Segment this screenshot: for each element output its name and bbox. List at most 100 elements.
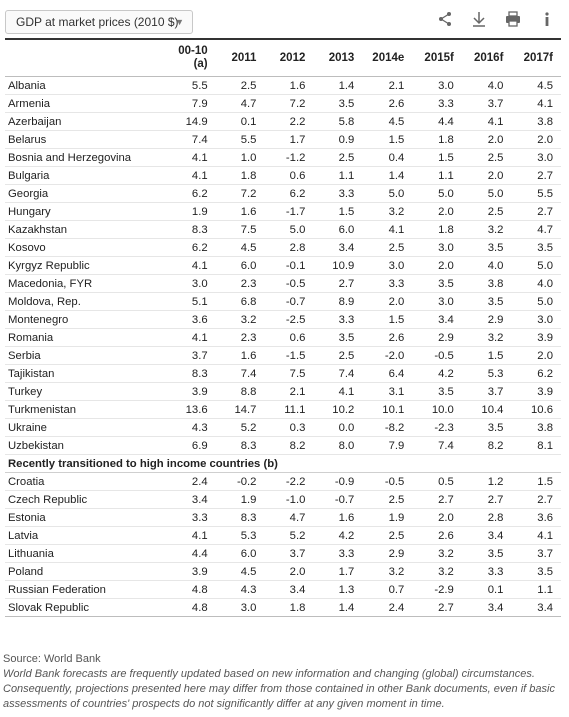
- value-cell: 3.2: [215, 310, 265, 329]
- value-cell: 4.7: [264, 508, 314, 527]
- value-cell: 3.5: [461, 418, 512, 437]
- table-row: Moldova, Rep. 5.1 6.8 -0.7 8.9 2.0 3.0 3.5 5.0: [5, 292, 561, 311]
- value-cell: 4.1: [511, 94, 561, 113]
- value-cell: 6.8: [215, 292, 265, 311]
- value-cell: 4.8: [167, 598, 216, 617]
- value-cell: -0.5: [412, 346, 462, 365]
- indicator-dropdown[interactable]: GDP at market prices (2010 $) ▼: [5, 10, 193, 34]
- column-header-country: [5, 38, 168, 77]
- value-cell: 7.9: [167, 94, 216, 113]
- country-cell: Moldova, Rep.: [5, 292, 168, 311]
- value-cell: 3.0: [511, 148, 561, 167]
- print-icon[interactable]: [505, 10, 521, 28]
- value-cell: 10.6: [511, 400, 561, 419]
- country-cell: Kazakhstan: [5, 220, 168, 239]
- value-cell: 0.6: [264, 166, 314, 185]
- value-cell: 1.5: [362, 310, 413, 329]
- column-header-00-10: 00-10 (a): [167, 38, 216, 77]
- value-cell: 5.0: [362, 184, 413, 203]
- download-icon[interactable]: [471, 10, 487, 28]
- value-cell: -0.1: [264, 256, 314, 275]
- value-cell: 11.1: [264, 400, 314, 419]
- country-cell: Russian Federation: [5, 580, 168, 599]
- value-cell: 4.2: [412, 364, 462, 383]
- value-cell: 3.2: [461, 328, 512, 347]
- value-cell: 4.0: [461, 256, 512, 275]
- share-icon[interactable]: [437, 10, 453, 28]
- value-cell: 2.0: [511, 346, 561, 365]
- value-cell: 2.9: [461, 310, 512, 329]
- value-cell: 6.0: [215, 544, 265, 563]
- value-cell: 4.5: [215, 238, 265, 257]
- value-cell: 3.0: [215, 598, 265, 617]
- value-cell: 0.5: [412, 472, 462, 491]
- value-cell: 4.2: [313, 526, 363, 545]
- value-cell: 2.9: [412, 328, 462, 347]
- table-row: Belarus 7.4 5.5 1.7 0.9 1.5 1.8 2.0 2.0: [5, 130, 561, 149]
- value-cell: 2.1: [362, 76, 413, 95]
- value-cell: 3.4: [461, 526, 512, 545]
- country-cell: Croatia: [5, 472, 168, 491]
- value-cell: 7.4: [313, 364, 363, 383]
- value-cell: 5.5: [167, 76, 216, 95]
- section-header-row: Recently transitioned to high income cou…: [5, 454, 561, 473]
- value-cell: 10.4: [461, 400, 512, 419]
- table-row: Albania 5.5 2.5 1.6 1.4 2.1 3.0 4.0 4.5: [5, 76, 561, 95]
- value-cell: 5.5: [511, 184, 561, 203]
- value-cell: 5.0: [264, 220, 314, 239]
- value-cell: 2.8: [461, 508, 512, 527]
- value-cell: 1.9: [215, 490, 265, 509]
- value-cell: 10.2: [313, 400, 363, 419]
- value-cell: 3.7: [511, 544, 561, 563]
- value-cell: 3.8: [511, 418, 561, 437]
- value-cell: 1.7: [264, 130, 314, 149]
- country-cell: Bulgaria: [5, 166, 168, 185]
- value-cell: 1.5: [461, 346, 512, 365]
- value-cell: 3.2: [412, 562, 462, 581]
- value-cell: 4.7: [215, 94, 265, 113]
- table-row: Russian Federation 4.8 4.3 3.4 1.3 0.7 -2.9 0.1…: [5, 580, 561, 599]
- gdp-growth-table: 00-10 (a) 2011 2012 2013 2014e 2015f 2016…: [5, 38, 561, 617]
- footer: Source: World Bank World Bank forecasts …: [3, 652, 565, 712]
- country-cell: Kyrgyz Republic: [5, 256, 168, 275]
- table-row: Turkmenistan 13.6 14.7 11.1 10.2 10.1 10.0 10.4…: [5, 400, 561, 419]
- table-row: Tajikistan 8.3 7.4 7.5 7.4 6.4 4.2 5.3 6.2: [5, 364, 561, 383]
- value-cell: 3.4: [511, 598, 561, 617]
- country-cell: Lithuania: [5, 544, 168, 563]
- value-cell: 1.9: [362, 508, 413, 527]
- value-cell: 1.1: [412, 166, 462, 185]
- value-cell: 7.2: [264, 94, 314, 113]
- value-cell: 4.1: [511, 526, 561, 545]
- table-row: Croatia 2.4 -0.2 -2.2 -0.9 -0.5 0.5 1.2 1.5: [5, 472, 561, 491]
- value-cell: 2.7: [511, 202, 561, 221]
- country-cell: Tajikistan: [5, 364, 168, 383]
- value-cell: 7.5: [215, 220, 265, 239]
- value-cell: 6.2: [167, 238, 216, 257]
- value-cell: 1.8: [264, 598, 314, 617]
- value-cell: 2.7: [412, 598, 462, 617]
- column-header-2017f: 2017f: [511, 38, 561, 77]
- value-cell: 2.5: [215, 76, 265, 95]
- value-cell: 2.0: [461, 130, 512, 149]
- value-cell: 7.5: [264, 364, 314, 383]
- value-cell: 4.1: [167, 526, 216, 545]
- info-icon[interactable]: [539, 10, 555, 28]
- value-cell: 4.3: [215, 580, 265, 599]
- table-row: Bosnia and Herzegovina 4.1 1.0 -1.2 2.5 0.4 1.…: [5, 148, 561, 167]
- value-cell: 3.5: [461, 544, 512, 563]
- value-cell: 0.0: [313, 418, 363, 437]
- value-cell: 10.9: [313, 256, 363, 275]
- toolbar-icons: [437, 10, 555, 28]
- value-cell: 2.0: [511, 130, 561, 149]
- value-cell: -2.2: [264, 472, 314, 491]
- value-cell: 4.5: [511, 76, 561, 95]
- value-cell: 2.5: [313, 148, 363, 167]
- value-cell: 5.1: [167, 292, 216, 311]
- country-cell: Romania: [5, 328, 168, 347]
- value-cell: 1.1: [511, 580, 561, 599]
- value-cell: 3.9: [511, 382, 561, 401]
- value-cell: 8.3: [167, 364, 216, 383]
- value-cell: -0.7: [313, 490, 363, 509]
- value-cell: -1.2: [264, 148, 314, 167]
- value-cell: 3.7: [461, 382, 512, 401]
